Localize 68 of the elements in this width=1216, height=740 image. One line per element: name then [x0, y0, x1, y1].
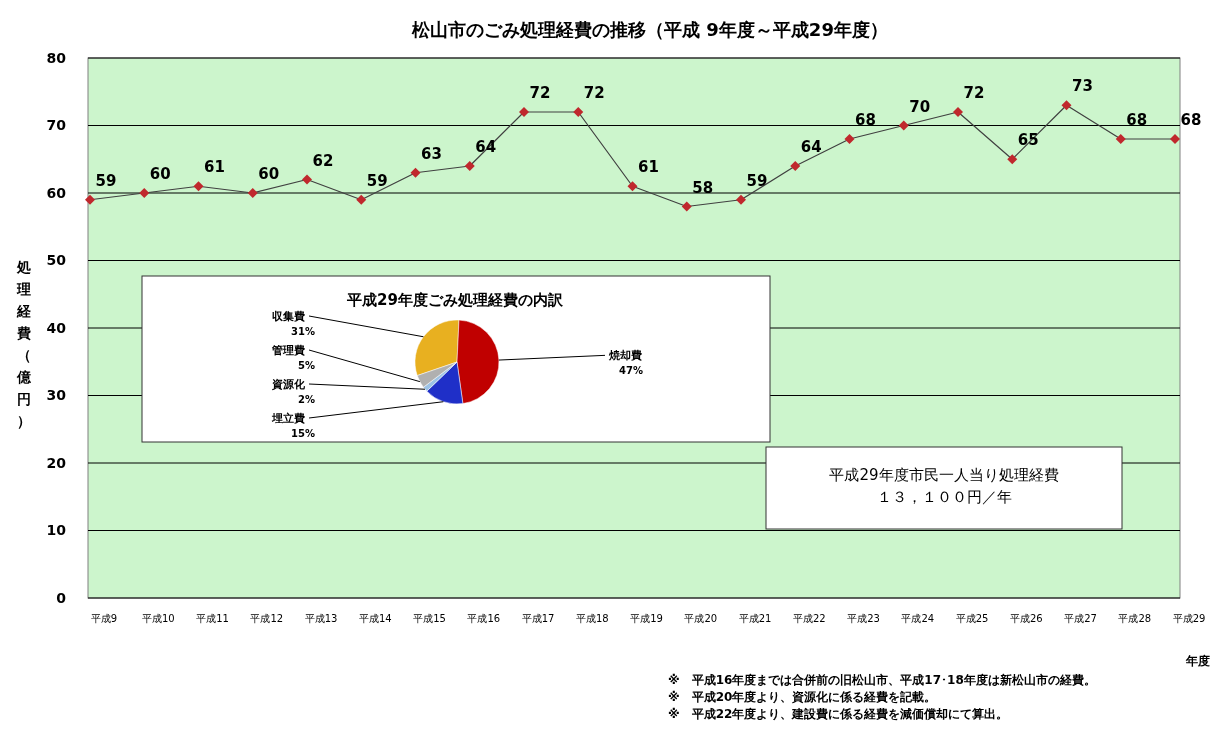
text: ※ 平成16年度までは合併前の旧松山市、平成17･18年度は新松山市の経費。 — [668, 673, 1096, 687]
annotation: １３，１００円／年 — [876, 488, 1012, 506]
data-label: 62 — [312, 151, 334, 170]
x-tick-label: 平成22 — [792, 613, 826, 624]
slice-label: 焼却費 — [608, 349, 642, 363]
text: ※ 平成22年度より、建設費に係る経費を減価償却にて算出。 — [668, 707, 1009, 721]
y-tick-label: 40 — [46, 319, 67, 336]
y-tick-label: 20 — [46, 454, 67, 471]
data-label: 72 — [963, 84, 985, 102]
data-label: 15% — [291, 428, 315, 439]
data-label: 72 — [583, 84, 605, 102]
x-tick-label: 平成24 — [901, 613, 935, 624]
x-tick-label: 平成23 — [847, 613, 880, 624]
y-tick-label: 0 — [56, 589, 67, 606]
y-tick-label: 30 — [46, 387, 67, 404]
data-label: 70 — [909, 97, 931, 116]
data-label: 64 — [800, 138, 822, 156]
data-label: 31% — [291, 326, 315, 337]
data-label: 59 — [746, 171, 768, 190]
data-label: 2% — [298, 394, 315, 405]
data-label: 60 — [258, 165, 280, 183]
x-tick-label: 平成11 — [196, 613, 229, 624]
chart-title: 平成29年度ごみ処理経費の内訳 — [346, 291, 564, 309]
annotation: 平成29年度市民一人当り処理経費 — [829, 466, 1059, 484]
data-label: 59 — [95, 171, 117, 190]
data-label: 58 — [692, 178, 714, 197]
x-tick-label: 平成9 — [90, 613, 118, 624]
x-tick-label: 平成13 — [304, 613, 338, 624]
x-tick-label: 平成27 — [1064, 613, 1097, 624]
x-tick-label: 平成20 — [684, 613, 718, 624]
x-tick-label: 平成16 — [467, 613, 501, 624]
chart-title: 松山市のごみ処理経費の推移（平成 9年度～平成29年度） — [411, 19, 888, 40]
x-tick-label: 平成17 — [521, 613, 555, 624]
data-label: 61 — [638, 158, 659, 177]
x-tick-label: 平成18 — [575, 613, 609, 624]
y-tick-label: 50 — [46, 252, 67, 269]
slice-label: 収集費 — [272, 310, 305, 323]
data-label: 5% — [298, 360, 315, 371]
y-axis-title: 処理経費（億円） — [16, 259, 32, 429]
x-tick-label: 平成15 — [413, 613, 446, 624]
data-label: 68 — [1126, 111, 1148, 129]
data-label: 72 — [529, 84, 551, 102]
slice-label: 埋立費 — [271, 412, 305, 425]
x-tick-label: 平成14 — [358, 613, 392, 624]
y-tick-label: 80 — [46, 49, 67, 66]
x-tick-label: 平成21 — [738, 613, 772, 624]
data-label: 68 — [1180, 111, 1202, 129]
data-label: 63 — [421, 144, 442, 163]
data-label: 61 — [204, 158, 225, 177]
text: ※ 平成20年度より、資源化に係る経費を記載。 — [668, 690, 937, 704]
x-axis-title: 年度 — [1185, 654, 1210, 668]
x-tick-label: 平成26 — [1009, 613, 1043, 624]
x-tick-label: 平成10 — [141, 613, 175, 624]
data-label: 68 — [855, 111, 876, 129]
x-tick-label: 平成29 — [1172, 613, 1206, 624]
y-tick-label: 10 — [46, 522, 67, 539]
y-tick-label: 60 — [46, 184, 67, 201]
slice-label: 管理費 — [271, 344, 305, 357]
data-label: 47% — [619, 365, 643, 377]
x-tick-label: 平成19 — [630, 613, 663, 624]
slice-label: 資源化 — [271, 378, 306, 391]
data-label: 73 — [1072, 77, 1093, 96]
data-label: 60 — [149, 165, 171, 183]
y-tick-label: 70 — [46, 117, 67, 134]
x-tick-label: 平成12 — [250, 613, 284, 624]
data-label: 59 — [366, 171, 388, 190]
x-tick-label: 平成25 — [955, 613, 989, 624]
x-tick-label: 平成28 — [1118, 613, 1152, 624]
